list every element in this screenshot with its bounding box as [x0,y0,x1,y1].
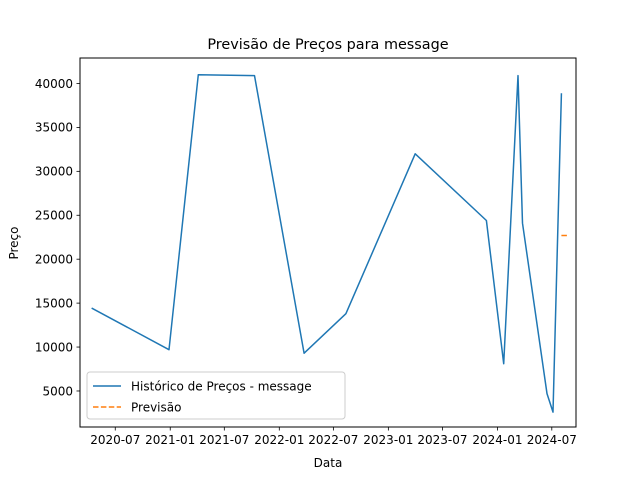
plot-frame [79,57,577,428]
plot-area [91,73,569,413]
legend-box [86,371,346,420]
x-tick-label: 2022-01 [254,433,304,447]
chart-title: Previsão de Preços para message [207,37,448,53]
legend: Histórico de Preços - message Previsão [86,371,346,420]
x-axis: 2020-07 2021-01 2021-07 2022-01 2022-07 2023-… [90,427,577,447]
x-tick-label: 2021-07 [199,433,249,447]
x-tick-label: 2023-01 [363,433,413,447]
y-tick-label: 30000 [35,165,73,179]
history-series-line [91,73,563,413]
legend-label: Previsão [131,400,181,414]
x-tick-label: 2024-01 [472,433,522,447]
y-tick-label: 5000 [42,384,73,398]
y-tick-label: 20000 [35,252,73,266]
y-tick-label: 35000 [35,121,73,135]
y-axis-label: Preço [7,226,21,259]
y-tick-label: 10000 [35,340,73,354]
y-tick-label: 40000 [35,77,73,91]
x-tick-label: 2023-07 [417,433,467,447]
x-axis-label: Data [314,456,343,470]
legend-label: Histórico de Preços - message [131,379,312,393]
x-tick-label: 2024-07 [527,433,577,447]
y-tick-label: 15000 [35,296,73,310]
x-tick-label: 2021-01 [145,433,195,447]
x-tick-label: 2022-07 [308,433,358,447]
y-tick-label: 25000 [35,209,73,223]
y-axis: 5000 10000 15000 20000 25000 30000 35000 40000 [35,77,80,398]
x-tick-label: 2020-07 [90,433,140,447]
